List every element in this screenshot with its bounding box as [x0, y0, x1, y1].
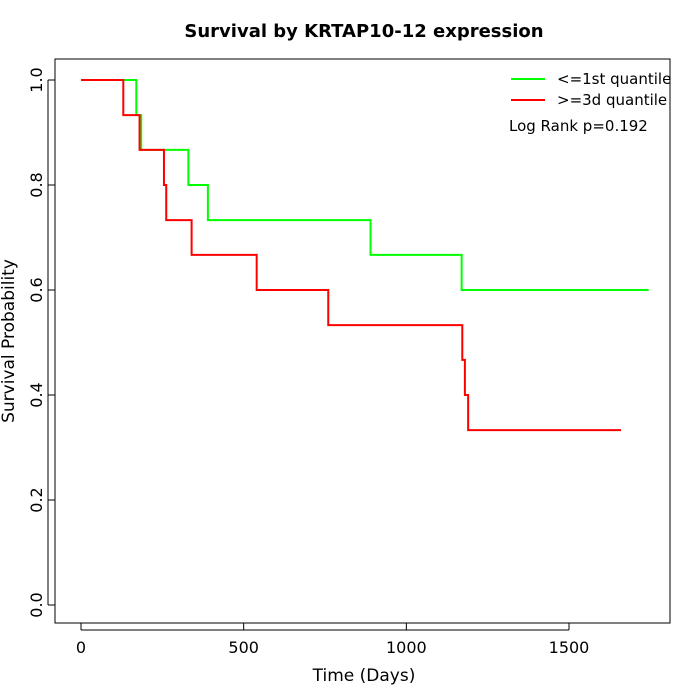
series-line-high-quantile: [81, 79, 622, 432]
chart-title: Survival by KRTAP10-12 expression: [184, 21, 543, 42]
log-rank-annotation: Log Rank p=0.192: [509, 117, 648, 135]
series-layer: [81, 79, 649, 432]
x-axis-label: Time (Days): [312, 666, 416, 686]
y-axis-label: Survival Probability: [0, 259, 19, 423]
plot-frame: [54, 58, 671, 624]
y-tick-label: 0.8: [27, 172, 46, 197]
y-tick-label: 0.6: [27, 277, 46, 302]
x-tick-label: 1500: [549, 638, 590, 657]
x-tick-label: 500: [228, 638, 259, 657]
x-axis: 0 500 1000 1500: [76, 623, 589, 657]
legend-label: >=3d quantile: [557, 91, 667, 109]
y-tick-label: 0.0: [27, 592, 46, 617]
x-tick-label: 1000: [386, 638, 427, 657]
y-tick-label: 0.4: [27, 382, 46, 407]
y-tick-label: 1.0: [27, 67, 46, 92]
legend-label: <=1st quantile: [557, 70, 671, 88]
legend: <=1st quantile >=3d quantile: [511, 70, 671, 109]
y-axis: 0.0 0.2 0.4 0.6 0.8 1.0: [27, 67, 55, 618]
y-tick-label: 0.2: [27, 487, 46, 512]
x-tick-label: 0: [76, 638, 86, 657]
